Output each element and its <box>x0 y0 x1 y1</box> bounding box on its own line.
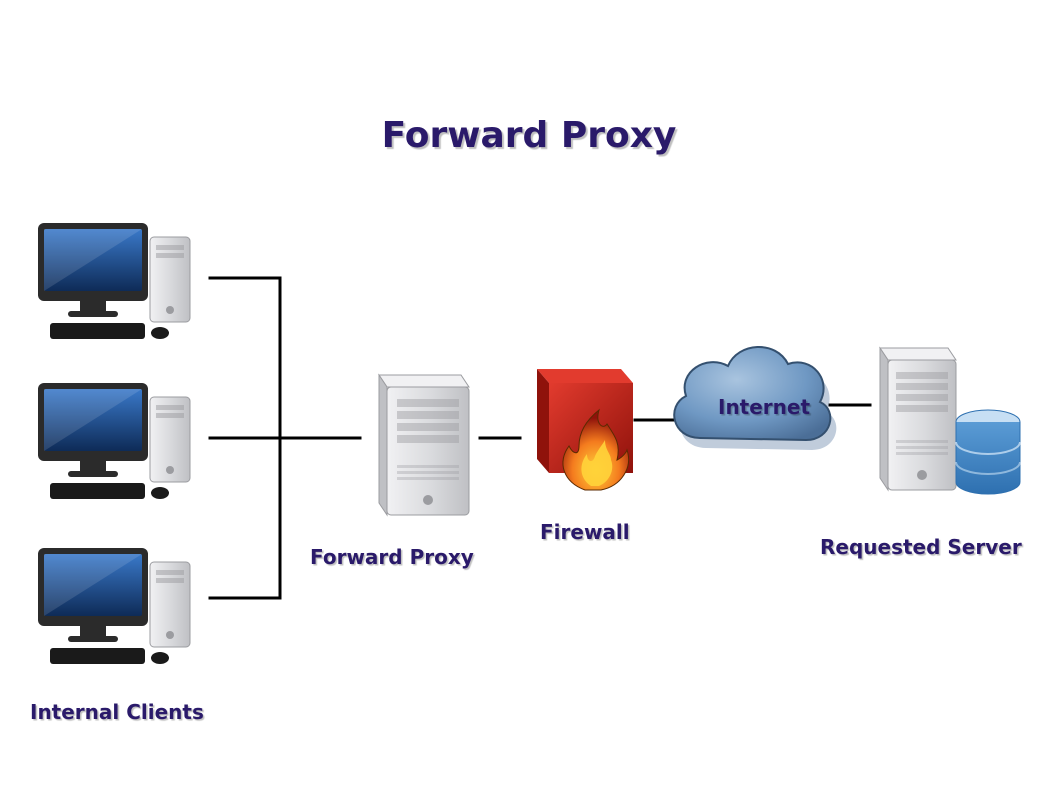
client-desktop-1 <box>30 215 210 345</box>
label-forward-proxy: Forward Proxy <box>310 545 474 569</box>
client-desktop-2 <box>30 375 210 505</box>
label-internal-clients: Internal Clients <box>30 700 204 724</box>
label-firewall: Firewall <box>540 520 630 544</box>
requested-server-icon <box>870 340 1030 510</box>
diagram-title: Forward Proxy <box>0 115 1058 156</box>
client-desktop-3 <box>30 540 210 670</box>
label-internet: Internet <box>718 395 810 419</box>
forward-proxy-server-icon <box>365 365 475 525</box>
firewall-icon <box>525 365 635 495</box>
label-requested-server: Requested Server <box>820 535 1022 559</box>
